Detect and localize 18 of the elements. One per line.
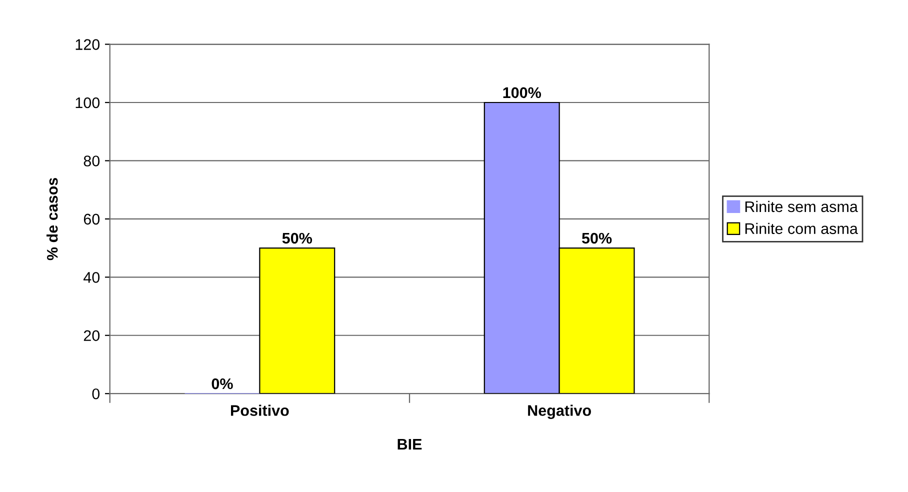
y-tick-label: 40: [84, 272, 100, 283]
bar: [259, 247, 336, 394]
legend-label: Rinite com asma: [745, 222, 858, 234]
x-tick-label: Negativo: [528, 404, 591, 420]
x-axis-title: BIE: [398, 439, 422, 450]
y-tick-label: 20: [84, 330, 100, 342]
data-label: 50%: [282, 232, 312, 244]
y-tick-label: 120: [76, 39, 100, 50]
y-tick-label: 80: [84, 156, 100, 166]
y-tick-label: 100: [76, 97, 100, 108]
data-label: 0%: [212, 378, 233, 390]
y-tick-label: 0: [92, 388, 100, 400]
legend-label: Rinite sem asma: [745, 200, 858, 212]
y-tick-label: 60: [84, 214, 100, 225]
data-label: 50%: [582, 232, 612, 244]
data-label: 100%: [503, 87, 542, 98]
y-axis-title: % de casos: [46, 178, 58, 260]
x-tick-label: Positivo: [231, 404, 289, 416]
